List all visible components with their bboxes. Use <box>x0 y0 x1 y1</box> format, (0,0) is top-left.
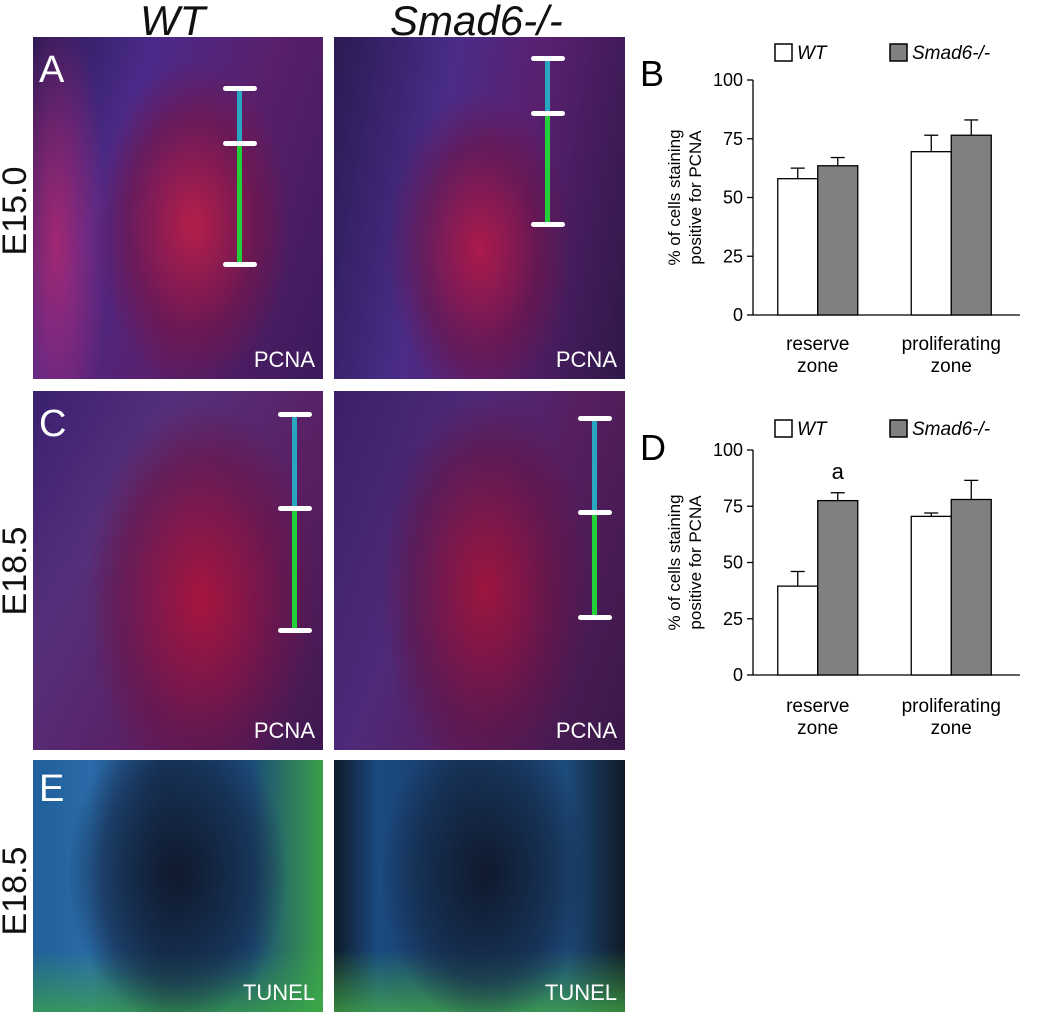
column-title-smad6: Smad6-/- <box>390 0 563 44</box>
bar-wt-proliferating <box>910 151 952 316</box>
panel-letter-a: A <box>39 49 65 91</box>
category-label: reserve <box>786 334 849 355</box>
category-label: zone <box>931 356 972 377</box>
proliferating-zone-bar <box>592 513 597 617</box>
y-axis-label: positive for PCNA <box>686 130 705 265</box>
bar-wt-proliferating <box>910 515 952 676</box>
zone-tick <box>531 56 565 61</box>
panel-letter-e: E <box>39 768 65 810</box>
legend-swatch-smad6 <box>889 43 908 62</box>
stain-label: PCNA <box>253 347 315 372</box>
column-title-wt: WT <box>140 0 206 44</box>
panel-letter-d: D <box>640 427 666 468</box>
stain-label: PCNA <box>253 718 315 743</box>
y-tick-label: 25 <box>723 246 743 266</box>
stain-label: TUNEL <box>544 980 617 1005</box>
y-tick-label: 75 <box>723 129 743 149</box>
y-tick-label: 0 <box>733 665 743 685</box>
legend-swatch-wt <box>774 419 793 438</box>
y-axis-label: positive for PCNA <box>686 495 705 630</box>
y-tick-label: 75 <box>723 496 743 516</box>
zone-tick <box>278 412 312 417</box>
zone-tick <box>223 141 257 146</box>
legend-label-smad6: Smad6-/- <box>912 43 990 64</box>
reserve-zone-bar <box>545 59 550 113</box>
zone-tick <box>578 510 612 515</box>
reserve-zone-bar <box>237 89 242 143</box>
panel-letter-c: C <box>39 403 67 445</box>
category-label: proliferating <box>902 696 1001 717</box>
panel-letter-b: B <box>640 53 664 94</box>
micrograph-a-smad6: PCNA <box>334 37 625 379</box>
zone-tick <box>531 222 565 227</box>
legend-label-wt: WT <box>797 43 828 64</box>
legend-swatch-smad6 <box>889 419 908 438</box>
bar-wt-reserve <box>777 585 819 676</box>
micrograph-e-smad6: TUNEL <box>334 760 625 1012</box>
zone-tick <box>223 86 257 91</box>
zone-tick <box>578 416 612 421</box>
legend-swatch-wt <box>774 43 793 62</box>
category-label: reserve <box>786 696 849 717</box>
micrograph-a-wt: A PCNA <box>33 37 323 379</box>
y-tick-label: 100 <box>713 70 743 90</box>
y-tick-label: 100 <box>713 440 743 460</box>
bar-smad6-proliferating <box>950 498 992 676</box>
category-label: zone <box>797 356 838 377</box>
proliferating-zone-bar <box>237 143 242 264</box>
stain-label: PCNA <box>555 718 617 743</box>
bar-smad6-proliferating <box>950 134 992 316</box>
zone-tick <box>578 615 612 620</box>
micrograph-c-smad6: PCNA <box>334 391 625 750</box>
y-tick-label: 50 <box>723 553 743 573</box>
row-label-e18-tunel: E18.5 <box>0 846 34 936</box>
bar-chart-d: D WT Smad6-/- 0 25 50 75 100 % of cells staining… <box>640 419 1020 739</box>
row-label-e18-pcna: E18.5 <box>0 526 34 616</box>
bar-wt-reserve <box>777 178 819 316</box>
bar-chart-b: B WT Smad6-/- 0 25 50 75 100 % of cells staining… <box>640 43 1020 377</box>
category-label: zone <box>797 718 838 739</box>
category-label: proliferating <box>902 334 1001 355</box>
significance-annotation: a <box>832 459 845 484</box>
reserve-zone-bar <box>292 415 297 509</box>
bar-smad6-reserve <box>817 499 859 676</box>
proliferating-zone-bar <box>545 113 550 224</box>
zone-tick <box>278 628 312 633</box>
zone-tick <box>278 506 312 511</box>
y-tick-label: 25 <box>723 609 743 629</box>
y-tick-label: 50 <box>723 188 743 208</box>
zone-tick <box>223 262 257 267</box>
micrograph-e-wt: E TUNEL <box>33 760 323 1012</box>
micrograph-c-wt: C PCNA <box>33 391 323 750</box>
y-tick-label: 0 <box>733 305 743 325</box>
stain-label: PCNA <box>555 347 617 372</box>
y-axis-label: % of cells staining <box>665 494 684 630</box>
reserve-zone-bar <box>592 419 597 513</box>
proliferating-zone-bar <box>292 509 297 630</box>
legend-label-smad6: Smad6-/- <box>912 419 990 440</box>
row-label-e15: E15.0 <box>0 166 34 256</box>
zone-tick <box>531 111 565 116</box>
stain-label: TUNEL <box>242 980 315 1005</box>
category-label: zone <box>931 718 972 739</box>
y-axis-label: % of cells staining <box>665 129 684 265</box>
bar-smad6-reserve <box>817 165 859 316</box>
legend-label-wt: WT <box>797 419 828 440</box>
